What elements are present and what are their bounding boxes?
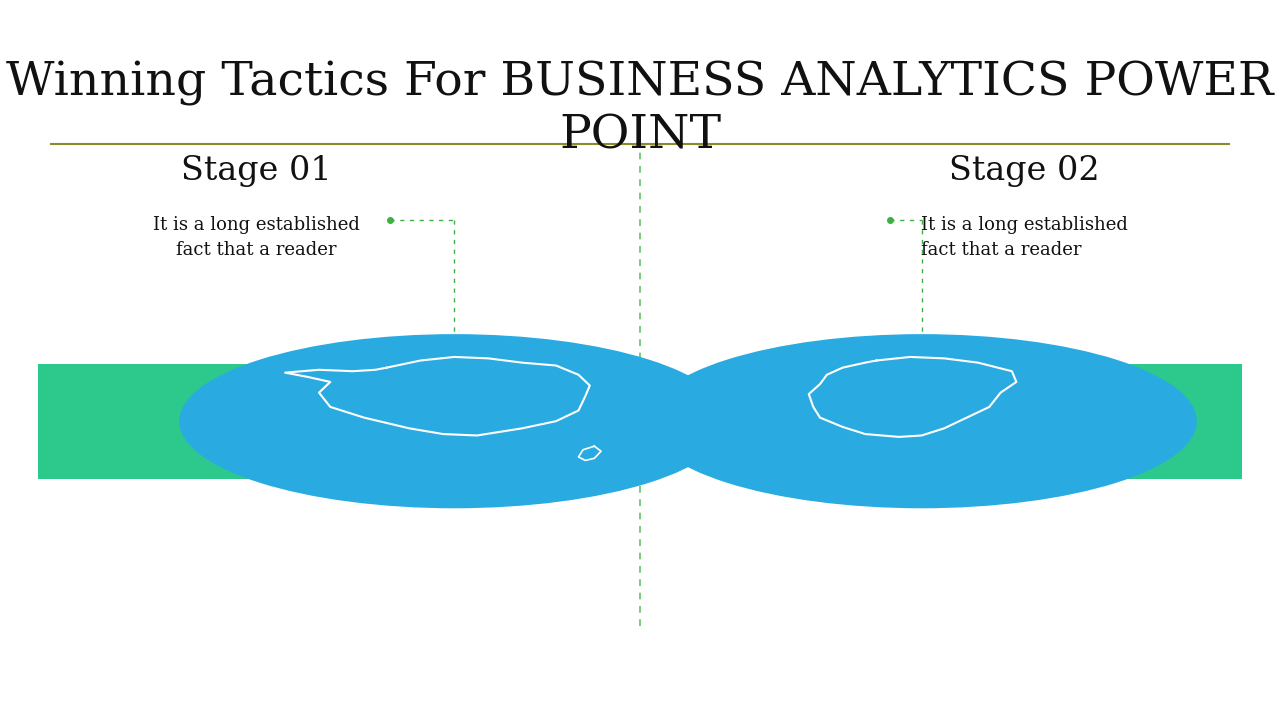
Text: Stage 01: Stage 01: [180, 156, 332, 187]
Text: It is a long established
fact that a reader: It is a long established fact that a rea…: [920, 216, 1128, 259]
Text: It is a long established
fact that a reader: It is a long established fact that a rea…: [152, 216, 360, 259]
Ellipse shape: [179, 334, 730, 508]
FancyBboxPatch shape: [922, 364, 1242, 479]
FancyBboxPatch shape: [38, 364, 454, 479]
Text: Stage 02: Stage 02: [948, 156, 1100, 187]
Text: Winning Tactics For BUSINESS ANALYTICS POWER
POINT: Winning Tactics For BUSINESS ANALYTICS P…: [6, 61, 1274, 159]
Ellipse shape: [646, 334, 1197, 508]
